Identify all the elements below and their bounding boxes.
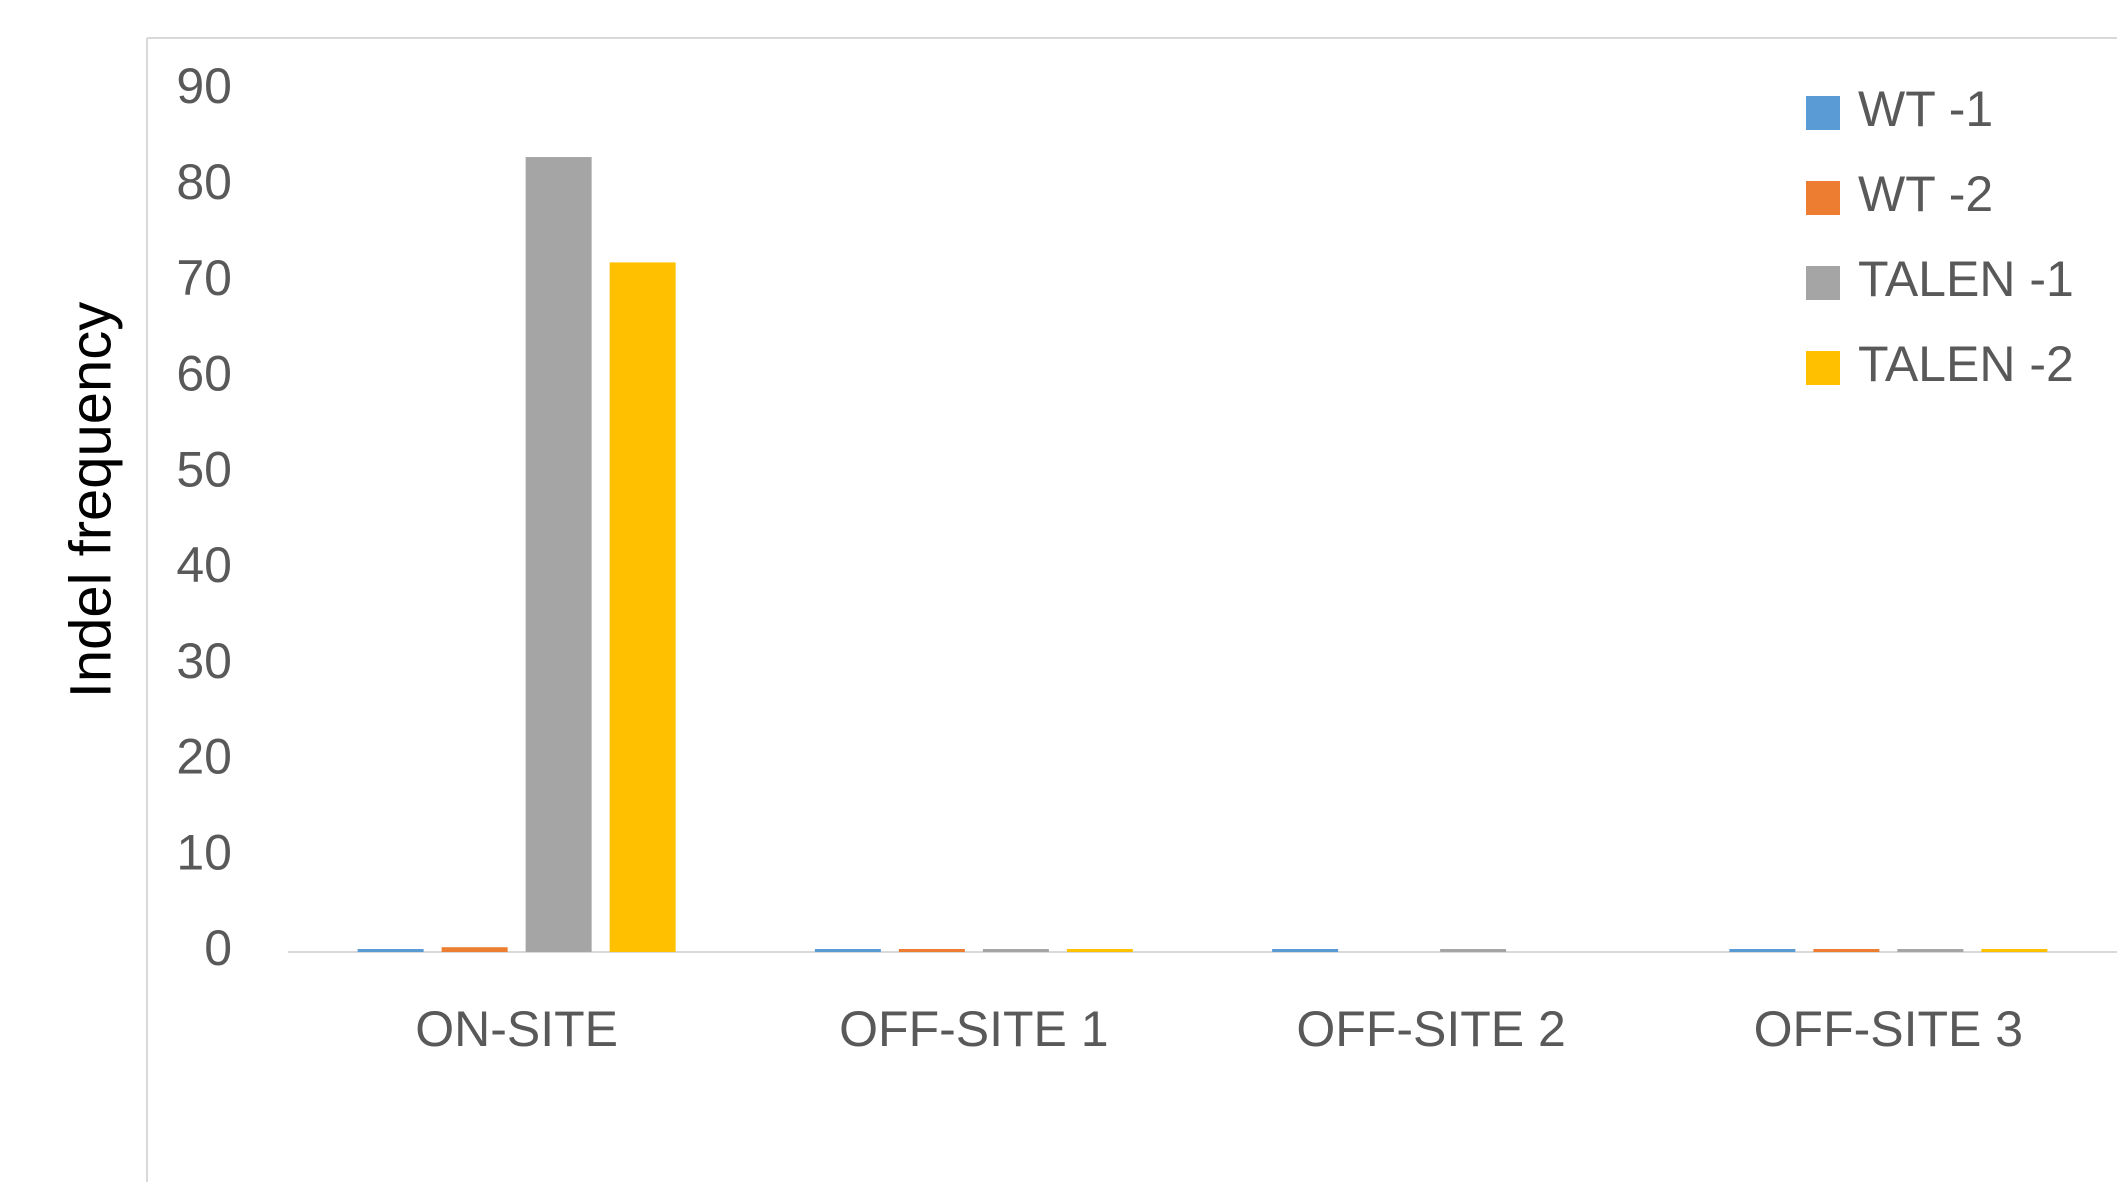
legend-label: TALEN -2 (1858, 336, 2074, 392)
legend-swatch (1806, 351, 1840, 385)
legend-label: TALEN -1 (1858, 251, 2074, 307)
bar (1813, 949, 1880, 952)
bar (1897, 949, 1964, 952)
bar (814, 949, 881, 952)
y-axis-title: Indel frequency (58, 302, 123, 699)
y-tick-label: 50 (176, 441, 232, 497)
legend-swatch (1806, 266, 1840, 300)
x-tick-label: OFF-SITE 1 (839, 1001, 1108, 1057)
legend-swatch (1806, 181, 1840, 215)
y-tick-label: 20 (176, 729, 232, 785)
legend-label: WT -2 (1858, 166, 1993, 222)
bar (1729, 949, 1796, 952)
y-tick-label: 30 (176, 633, 232, 689)
x-tick-label: OFF-SITE 3 (1754, 1001, 2023, 1057)
bar (1440, 949, 1507, 952)
y-tick-label: 40 (176, 537, 232, 593)
legend-swatch (1806, 96, 1840, 130)
bar (898, 949, 965, 952)
bar (1272, 949, 1339, 952)
legend-label: WT -1 (1858, 81, 1993, 137)
x-tick-label: OFF-SITE 2 (1296, 1001, 1565, 1057)
y-tick-label: 60 (176, 346, 232, 402)
y-tick-label: 70 (176, 250, 232, 306)
bar (1066, 949, 1133, 952)
bar (982, 949, 1049, 952)
y-tick-label: 10 (176, 824, 232, 880)
y-tick-label: 0 (204, 920, 232, 976)
y-tick-label: 80 (176, 154, 232, 210)
bar (1981, 949, 2048, 952)
y-tick-label: 90 (176, 58, 232, 114)
bar (441, 947, 508, 952)
bar (357, 949, 424, 952)
bar (609, 262, 676, 952)
x-tick-label: ON-SITE (415, 1001, 618, 1057)
bar (525, 157, 592, 953)
